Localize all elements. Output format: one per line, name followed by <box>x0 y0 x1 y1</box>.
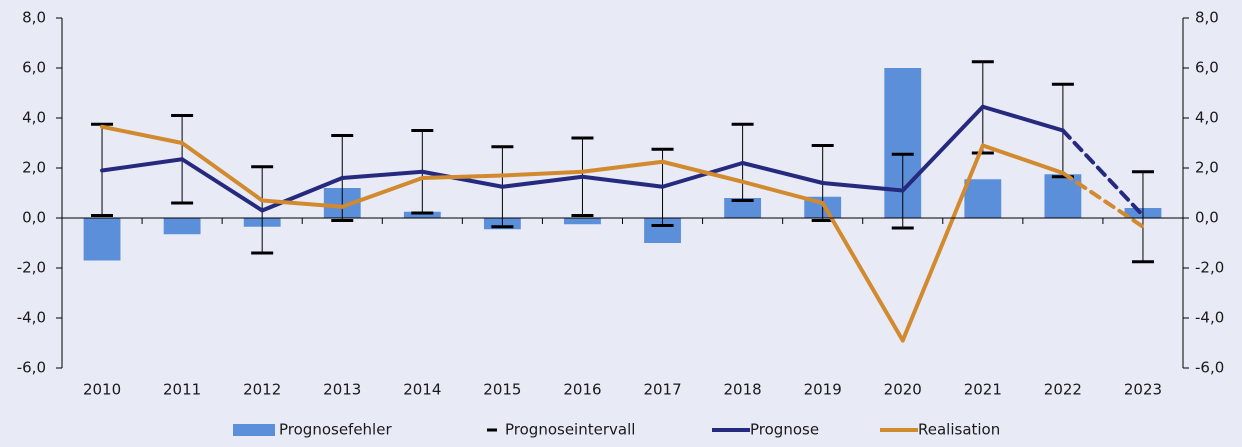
legend-swatch <box>233 424 275 436</box>
x-tick-label: 2014 <box>403 381 441 399</box>
x-tick-label: 2021 <box>964 381 1002 399</box>
y-tick-label: 6,0 <box>22 59 46 77</box>
x-tick-label: 2020 <box>884 381 922 399</box>
bar <box>964 179 1002 218</box>
x-tick-label: 2015 <box>483 381 521 399</box>
line-segment <box>660 161 745 189</box>
line-segment <box>820 181 905 193</box>
y-tick-label: -2,0 <box>17 259 46 277</box>
bar <box>403 211 441 218</box>
y-tick-label: -6,0 <box>17 359 46 377</box>
x-tick-label: 2012 <box>243 381 281 399</box>
line-segment <box>1060 171 1145 229</box>
x-tick-label: 2013 <box>323 381 361 399</box>
line-segment <box>260 176 345 213</box>
x-tick-label: 2018 <box>724 381 762 399</box>
line-segment <box>180 157 265 213</box>
y2-tick-label: -4,0 <box>1195 309 1224 327</box>
y-tick-label: 0,0 <box>22 209 46 227</box>
line-segment <box>1060 128 1145 218</box>
x-tick-label: 2010 <box>83 381 121 399</box>
bar <box>564 218 601 225</box>
line-segment <box>980 104 1065 133</box>
legend-label: Prognosefehler <box>279 421 392 439</box>
x-tick-label: 2023 <box>1124 381 1162 399</box>
legend-label: Realisation <box>918 421 1000 439</box>
x-tick-label: 2011 <box>163 381 201 399</box>
x-tick-label: 2022 <box>1044 381 1082 399</box>
line-segment <box>340 176 425 209</box>
x-tick-label: 2016 <box>563 381 601 399</box>
line-segment <box>580 159 665 174</box>
y2-tick-label: 4,0 <box>1195 109 1219 127</box>
line-segment <box>500 174 585 189</box>
line-segment <box>100 157 185 173</box>
line-segment <box>340 169 425 180</box>
line-segment <box>900 104 985 193</box>
bar <box>163 218 201 235</box>
line-segment <box>180 141 265 203</box>
x-tick-label: 2019 <box>804 381 842 399</box>
line-segment <box>500 169 585 178</box>
y-tick-label: 2,0 <box>22 159 46 177</box>
line-segment <box>580 174 665 189</box>
bar <box>1044 174 1082 218</box>
line-segment <box>660 159 745 184</box>
line-segment <box>420 173 505 180</box>
y2-tick-label: 0,0 <box>1195 209 1219 227</box>
y-tick-label: 4,0 <box>22 109 46 127</box>
line-segment <box>740 179 825 205</box>
line-segment <box>100 124 185 145</box>
line-segment <box>820 201 905 343</box>
legend-label: Prognose <box>750 421 819 439</box>
y2-tick-label: 2,0 <box>1195 159 1219 177</box>
bar <box>83 218 121 261</box>
line-segment <box>420 169 505 189</box>
line-segment <box>260 198 345 209</box>
y2-tick-label: 6,0 <box>1195 59 1219 77</box>
legend-label: Prognoseintervall <box>505 421 635 439</box>
y-tick-label: -4,0 <box>17 309 46 327</box>
y2-tick-label: 8,0 <box>1195 9 1219 27</box>
y-tick-label: 8,0 <box>22 9 46 27</box>
x-tick-label: 2017 <box>643 381 681 399</box>
bar <box>724 198 762 218</box>
line-segment <box>900 143 985 343</box>
y2-tick-label: -2,0 <box>1195 259 1224 277</box>
y2-tick-label: -6,0 <box>1195 359 1224 377</box>
line-segment <box>740 161 825 185</box>
line-segment <box>980 143 1065 175</box>
